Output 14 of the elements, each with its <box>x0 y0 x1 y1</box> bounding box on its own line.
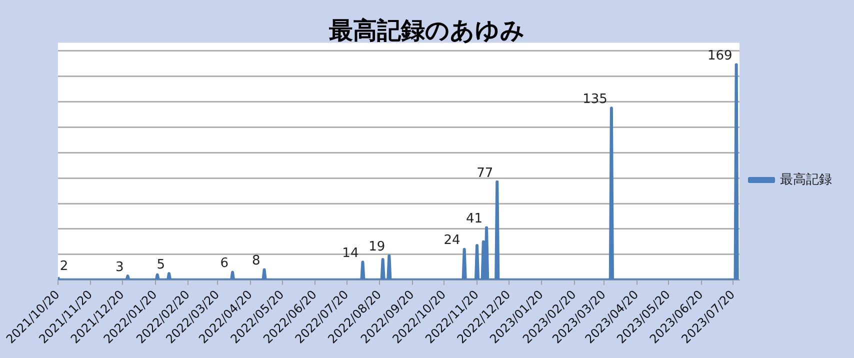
data-label: 3 <box>115 260 124 275</box>
data-label: 77 <box>476 166 494 181</box>
data-label: 8 <box>252 254 260 269</box>
data-label: 24 <box>444 233 460 248</box>
data-label: 6 <box>220 256 229 272</box>
data-label: 19 <box>368 240 386 255</box>
data-label: 5 <box>156 257 166 272</box>
data-label: 2 <box>60 259 68 274</box>
data-label: 41 <box>466 212 483 227</box>
legend-label: 最高記録 <box>780 171 832 188</box>
chart-title: 最高記録のあゆみ <box>328 16 525 45</box>
data-label: 135 <box>582 92 608 107</box>
data-label: 14 <box>342 246 359 261</box>
data-label: 169 <box>707 48 732 64</box>
